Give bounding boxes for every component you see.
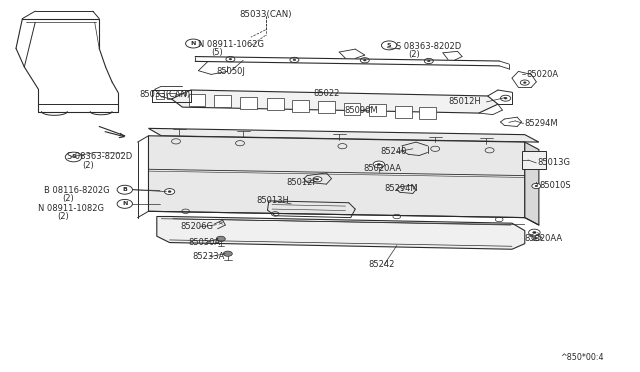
Circle shape [293,59,296,61]
Circle shape [428,60,430,62]
Text: 85012F: 85012F [287,178,318,187]
Text: 85020AA: 85020AA [364,164,402,173]
Text: 85242: 85242 [368,260,394,269]
Text: N 08911-1082G: N 08911-1082G [38,204,104,213]
Circle shape [532,183,541,189]
Circle shape [504,97,507,99]
Circle shape [117,185,132,194]
Circle shape [223,251,232,256]
Circle shape [524,82,526,83]
Circle shape [316,179,319,180]
Text: 85033(CAN): 85033(CAN) [239,10,292,19]
Text: 85050A: 85050A [189,238,221,247]
Bar [156,93,164,99]
Polygon shape [172,90,498,113]
Text: 85020A: 85020A [526,70,558,79]
Bar [240,97,257,109]
Text: N 08911-1062G: N 08911-1062G [198,40,264,49]
Bar [522,151,546,169]
Polygon shape [525,142,539,225]
Circle shape [424,58,433,64]
Text: 85240: 85240 [381,147,407,156]
Bar [419,107,436,119]
Text: (2): (2) [63,194,74,203]
Text: 85050J: 85050J [216,67,245,76]
Circle shape [65,152,82,162]
Circle shape [313,177,322,182]
Bar [292,100,309,112]
Text: 85013G: 85013G [538,158,571,167]
Text: 85294M: 85294M [385,185,419,193]
Circle shape [290,57,299,62]
Text: S 08363-8202D: S 08363-8202D [396,42,461,51]
Text: (2): (2) [408,50,420,59]
Polygon shape [157,217,525,249]
Circle shape [229,58,232,60]
Circle shape [360,58,369,63]
Text: 85013H: 85013H [256,196,289,205]
Text: 85033(CAN): 85033(CAN) [140,90,191,99]
Bar [267,98,284,110]
Circle shape [168,191,171,192]
Circle shape [186,39,201,48]
Text: B: B [122,187,127,192]
Text: S 08363-8202D: S 08363-8202D [67,153,132,161]
Text: 85294M: 85294M [525,119,559,128]
Circle shape [373,161,385,168]
Circle shape [532,231,536,234]
Circle shape [364,60,366,61]
Text: N: N [191,41,196,46]
Text: S: S [387,43,392,48]
Text: 85090M: 85090M [344,106,378,115]
Text: (2): (2) [58,212,69,221]
Circle shape [529,229,540,236]
Text: (5): (5) [211,48,223,57]
Bar [189,94,205,106]
Text: B 08116-8202G: B 08116-8202G [44,186,109,195]
Text: (2): (2) [82,161,93,170]
Bar [395,106,412,118]
Circle shape [117,199,132,208]
Circle shape [535,237,538,239]
Text: 85233A: 85233A [192,252,225,261]
Circle shape [216,236,225,241]
Circle shape [164,189,175,195]
Text: ^850*00:4: ^850*00:4 [560,353,604,362]
Text: 85020AA: 85020AA [525,234,563,243]
Circle shape [520,80,529,85]
Text: S: S [71,154,76,160]
Polygon shape [148,136,525,218]
Circle shape [500,95,511,101]
Text: 85010S: 85010S [539,181,570,190]
Circle shape [532,235,541,241]
Circle shape [381,41,397,50]
Bar [344,103,360,115]
Circle shape [226,57,235,62]
Circle shape [535,185,538,187]
Bar [214,95,231,107]
Polygon shape [148,128,539,142]
Text: 85206G: 85206G [180,222,214,231]
Bar [167,93,176,99]
Circle shape [377,163,381,166]
Text: 85022: 85022 [314,89,340,98]
Bar [369,104,386,116]
Bar [318,101,335,113]
Text: 85012H: 85012H [448,97,481,106]
Text: N: N [122,201,127,206]
Bar [179,93,188,99]
